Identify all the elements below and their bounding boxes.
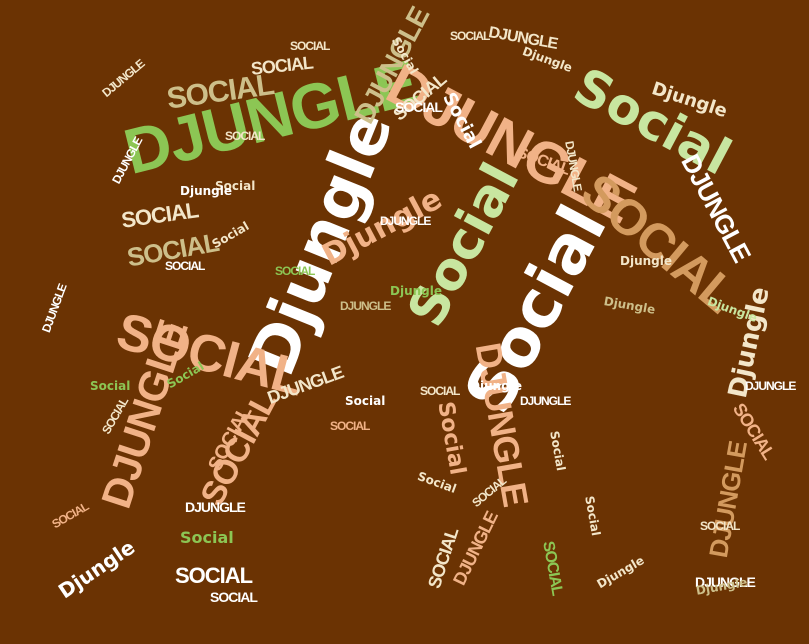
word-social-mid-15: SOCIAL [395, 99, 443, 115]
word-small-30: Djungle [602, 294, 657, 317]
word-small-23: DJUNGLE [520, 394, 571, 408]
word-small-1: Social [215, 179, 256, 193]
word-small-27: Social [209, 218, 252, 252]
word-social-mid-7: Social [432, 399, 470, 477]
word-small-26: Djungle [390, 284, 443, 298]
word-small-36: SOCIAL [700, 519, 740, 533]
word-small-15: Social [547, 429, 568, 472]
word-small-10: Social [345, 394, 386, 408]
word-small-22: SOCIAL [49, 499, 91, 532]
word-small-19: SOCIAL [450, 29, 490, 43]
word-small-7: DJUNGLE [340, 299, 391, 313]
word-small-8: SOCIAL [420, 384, 460, 398]
word-social-mid-13: SOCIAL [539, 539, 566, 597]
word-small-35: Djungle [594, 553, 647, 592]
word-small-4: DJUNGLE [380, 214, 431, 228]
word-djungle-mid-4: Djungle [53, 534, 140, 604]
word-small-17: DJUNGLE [99, 56, 147, 100]
word-small-2: Djungle [180, 184, 233, 198]
word-small-6: Djungle [470, 379, 523, 393]
word-small-16: SOCIAL [290, 39, 330, 53]
word-small-20: Social [582, 494, 603, 537]
word-djungle-mid-5: DJUNGLE [449, 508, 502, 589]
word-social-mid-6: SOCIAL [175, 563, 253, 588]
word-social-mid-16: SOCIAL [210, 589, 258, 605]
word-small-37: DJUNGLE [745, 379, 796, 393]
word-social-mid-2: SOCIAL [119, 197, 200, 233]
word-djungle-leg-right: DJUNGLE [703, 439, 753, 560]
word-small-3: SOCIAL [165, 259, 205, 273]
word-social-mid-12: Social [180, 528, 234, 547]
word-djungle-mid-6: DJUNGLE [185, 499, 246, 515]
word-small-13: DJUNGLE [39, 282, 70, 335]
word-djungle-mid-7: DJUNGLE [695, 574, 756, 590]
word-small-9: Djungle [620, 254, 673, 268]
word-small-32: SOCIAL [330, 419, 370, 433]
word-small-11: SOCIAL [275, 264, 315, 278]
word-small-29: SOCIAL [225, 129, 265, 143]
word-small-34: Social [90, 379, 131, 393]
